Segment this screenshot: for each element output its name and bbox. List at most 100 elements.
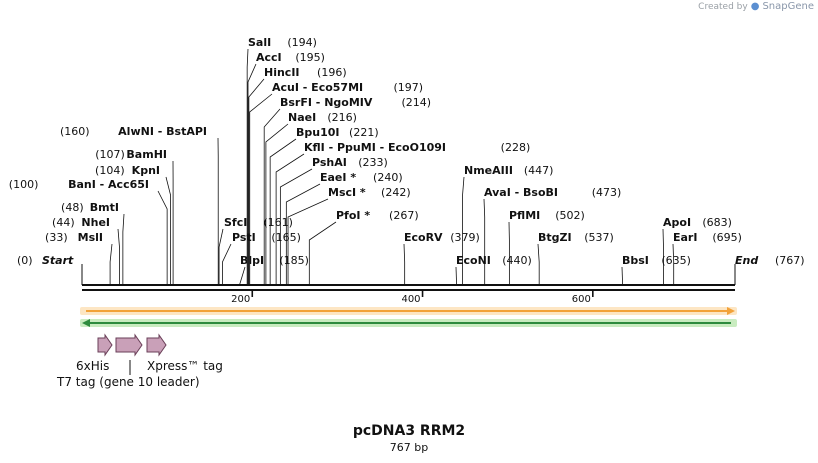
- site-leader-line: [269, 138, 297, 285]
- feature-3[interactable]: [146, 333, 167, 357]
- site-name: SalI: [248, 36, 271, 49]
- restriction-site-bani[interactable]: BanI - Acc65I (100): [9, 178, 168, 285]
- plasmid-size: 767 bp: [389, 441, 429, 454]
- site-position: (197): [393, 81, 423, 94]
- orf-reverse[interactable]: [80, 319, 737, 327]
- feature-arrow: [146, 333, 167, 357]
- site-position: (537): [584, 231, 614, 244]
- restriction-site-acci[interactable]: AccI (195): [247, 51, 325, 285]
- site-name: ApoI: [663, 216, 691, 229]
- site-position: (221): [349, 126, 379, 139]
- restriction-site-pflmi[interactable]: PflMI (502): [508, 209, 585, 285]
- restriction-site-ecorv[interactable]: EcoRV (379): [403, 231, 480, 285]
- site-leader-line: [279, 168, 313, 285]
- start-position: (0): [17, 254, 33, 267]
- restriction-site-acui[interactable]: AcuI - Eco57MI (197): [249, 81, 423, 285]
- site-position: (214): [401, 96, 431, 109]
- orf-forward[interactable]: [80, 307, 737, 315]
- site-position: (194): [287, 36, 317, 49]
- site-position: (473): [592, 186, 622, 199]
- feature-arrow: [115, 333, 143, 357]
- restriction-site-btgzi[interactable]: BtgZI (537): [537, 231, 614, 285]
- restriction-site-pshai[interactable]: PshAI (233): [279, 156, 388, 285]
- site-position: (48): [61, 201, 84, 214]
- site-leader-line: [455, 266, 458, 286]
- site-position: (33): [45, 231, 68, 244]
- site-position: (196): [317, 66, 347, 79]
- restriction-site-bsrfi[interactable]: BsrFI - NgoMIV (214): [263, 96, 431, 285]
- site-name: HincII: [264, 66, 300, 79]
- restriction-site-bpu10i[interactable]: Bpu10I (221): [269, 126, 379, 285]
- feature-1[interactable]: [97, 333, 113, 357]
- site-name: NheI: [81, 216, 110, 229]
- snapgene-branding: Created by ● SnapGene: [698, 1, 814, 12]
- site-leader-line: [248, 78, 265, 285]
- restriction-site-bmti[interactable]: BmtI (48): [61, 201, 125, 285]
- restriction-site-msci[interactable]: MscI * (242): [287, 186, 411, 285]
- site-name: BbsI: [622, 254, 649, 267]
- site-name: KflI - PpuMI - EcoO109I: [304, 141, 446, 154]
- site-leader-line: [222, 243, 232, 285]
- site-name: AccI: [256, 51, 282, 64]
- site-position: (233): [358, 156, 388, 169]
- site-name: BmtI: [90, 201, 119, 214]
- restriction-site-alwni[interactable]: AlwNI - BstAPI (160): [60, 125, 219, 285]
- restriction-site-kpni[interactable]: KpnI (104): [95, 164, 171, 285]
- site-name: KpnI: [132, 164, 160, 177]
- site-position: (242): [381, 186, 411, 199]
- site-leader-line: [122, 213, 125, 285]
- site-leader-line: [672, 243, 675, 285]
- restriction-site-pfoi[interactable]: PfoI * (267): [308, 209, 419, 285]
- site-leader-line: [246, 48, 249, 285]
- restriction-site-nhei[interactable]: NheI (44): [52, 216, 120, 285]
- site-leader-line: [403, 243, 406, 285]
- restriction-site-nmeaiii[interactable]: NmeAIII (447): [462, 164, 554, 285]
- site-name: MslI: [78, 231, 103, 244]
- site-leader-line: [537, 243, 540, 285]
- restriction-site-eaei[interactable]: EaeI * (240): [285, 171, 403, 285]
- site-leader-line: [249, 93, 273, 285]
- restriction-site-bamhi[interactable]: BamHI(107): [95, 148, 174, 285]
- site-name: BanI - Acc65I: [68, 178, 149, 191]
- restriction-site-msli[interactable]: MslI (33): [45, 231, 113, 285]
- snapgene-logo-icon: ●: [750, 1, 760, 12]
- orf-arrowhead: [727, 307, 735, 315]
- site-leader-line: [109, 243, 113, 285]
- restriction-site-kfli[interactable]: KflI - PpuMI - EcoO109I (228): [275, 141, 530, 285]
- feature-label-6xhis: 6xHis: [76, 359, 109, 373]
- axis-tick-label: 600: [572, 294, 591, 305]
- restriction-site-hincii[interactable]: HincII (196): [248, 66, 347, 285]
- snapgene-product-name: SnapGene: [762, 1, 814, 12]
- feature-2[interactable]: [115, 333, 143, 357]
- site-position: (104): [95, 164, 125, 177]
- restriction-site-eari[interactable]: EarI (695): [672, 231, 742, 285]
- site-leader-line: [157, 190, 168, 285]
- site-name: MscI *: [328, 186, 366, 199]
- plasmid-title: pcDNA3 RRM2: [352, 423, 466, 439]
- site-leader-line: [308, 221, 337, 285]
- site-leader-line: [285, 183, 321, 285]
- site-name: EcoRV: [404, 231, 443, 244]
- restriction-site-naei[interactable]: NaeI (216): [265, 111, 357, 285]
- restriction-site-avai[interactable]: AvaI - BsoBI (473): [483, 186, 622, 285]
- restriction-site-sali[interactable]: SalI (194): [246, 36, 317, 285]
- restriction-site-apoi[interactable]: ApoI (683): [662, 216, 732, 285]
- site-position: (44): [52, 216, 75, 229]
- site-leader-line: [247, 63, 257, 285]
- restriction-site-sfci[interactable]: SfcI (161): [218, 216, 293, 285]
- site-position: (195): [295, 51, 325, 64]
- site-leader-line: [462, 176, 465, 285]
- end-label: End: [735, 254, 758, 267]
- restriction-site-blpi[interactable]: BlpI (185): [239, 254, 309, 286]
- site-name: BsrFI - NgoMIV: [280, 96, 373, 109]
- site-name: PflMI: [509, 209, 540, 222]
- site-leader-line: [287, 198, 329, 285]
- feature-label-xpress: Xpress™ tag: [147, 359, 223, 373]
- start-label: Start: [42, 254, 74, 267]
- site-name: BtgZI: [538, 231, 572, 244]
- site-name: NaeI: [288, 111, 316, 124]
- restriction-site-econi[interactable]: EcoNI (440): [455, 254, 532, 286]
- site-leader-line: [483, 198, 486, 285]
- site-position: (635): [661, 254, 691, 267]
- restriction-site-bbsi[interactable]: BbsI (635): [621, 254, 691, 286]
